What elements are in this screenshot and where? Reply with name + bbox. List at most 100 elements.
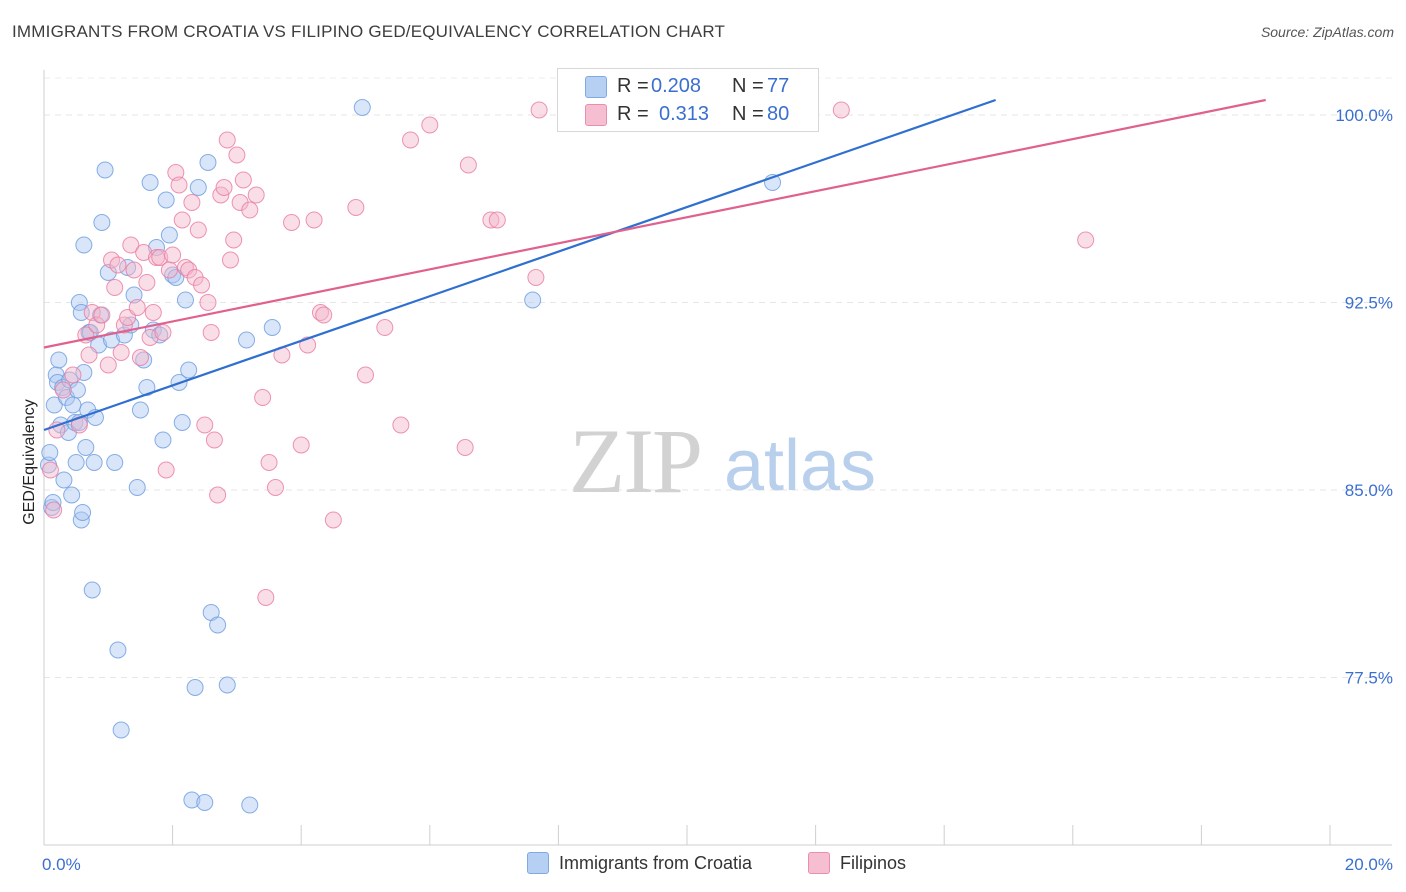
filipinos-point bbox=[205, 431, 223, 449]
croatia-point bbox=[157, 191, 175, 209]
legend-label-croatia: Immigrants from Croatia bbox=[559, 852, 753, 873]
correlation-legend: R = 0.208 N = 77 R = 0.313 N = 80 bbox=[557, 68, 819, 132]
filipinos-point bbox=[45, 501, 63, 519]
filipinos-point bbox=[283, 214, 301, 231]
filipinos-point bbox=[530, 101, 548, 119]
filipinos-point bbox=[80, 346, 98, 364]
filipinos-point bbox=[128, 299, 146, 316]
croatia-point bbox=[196, 794, 214, 811]
y-tick-label: 100.0% bbox=[1335, 106, 1393, 125]
filipinos-point bbox=[199, 294, 217, 311]
filipinos-point bbox=[138, 274, 156, 291]
filipinos-point bbox=[170, 176, 188, 194]
legend-swatch-croatia bbox=[527, 852, 549, 874]
watermark-zip: ZIP bbox=[569, 410, 701, 512]
filipinos-point bbox=[228, 146, 246, 164]
legend-item-filipinos: Filipinos bbox=[808, 852, 906, 874]
y-tick-label: 85.0% bbox=[1345, 481, 1393, 500]
croatia-point bbox=[112, 721, 130, 739]
legend-label-filipinos: Filipinos bbox=[840, 852, 907, 873]
croatia-point bbox=[83, 581, 101, 599]
croatia-point bbox=[199, 154, 217, 171]
legend-swatch-filipinos bbox=[808, 852, 830, 874]
croatia-point bbox=[186, 679, 204, 696]
filipinos-point bbox=[260, 454, 278, 471]
filipinos-point bbox=[459, 156, 477, 174]
filipinos-point bbox=[54, 381, 72, 399]
filipinos-point bbox=[109, 256, 127, 274]
legend-n-value-croatia: 77 bbox=[767, 74, 790, 97]
filipinos-point bbox=[160, 261, 178, 279]
watermark-atlas: atlas bbox=[724, 426, 876, 506]
croatia-point bbox=[96, 161, 114, 179]
filipinos-point bbox=[135, 244, 153, 261]
croatia-point bbox=[64, 396, 82, 414]
filipinos-point bbox=[402, 131, 420, 149]
croatia-point bbox=[148, 239, 166, 256]
croatia-point bbox=[74, 504, 92, 521]
filipinos-point bbox=[209, 486, 227, 504]
filipinos-point bbox=[167, 164, 185, 181]
croatia-point bbox=[241, 796, 259, 814]
croatia-point bbox=[151, 326, 169, 344]
filipinos-point bbox=[196, 416, 214, 434]
croatia-point bbox=[85, 454, 103, 471]
croatia-point bbox=[75, 236, 93, 254]
legend-n-value-filipinos: 80 bbox=[767, 102, 790, 125]
filipinos-point bbox=[154, 324, 172, 341]
filipinos-point bbox=[257, 589, 275, 606]
legend-item-croatia: Immigrants from Croatia bbox=[527, 852, 752, 874]
croatia-point bbox=[154, 431, 172, 449]
croatia-point bbox=[263, 319, 281, 336]
filipinos-point bbox=[189, 221, 207, 239]
legend-n-label: N = bbox=[732, 74, 764, 97]
filipinos-point bbox=[456, 439, 474, 456]
croatia-point bbox=[68, 381, 86, 399]
croatia-point bbox=[209, 616, 227, 634]
croatia-point bbox=[128, 479, 146, 496]
filipinos-point bbox=[832, 101, 850, 119]
filipinos-point bbox=[488, 211, 506, 229]
legend-swatch-filipinos bbox=[585, 104, 607, 126]
filipinos-point bbox=[125, 261, 143, 279]
filipinos-point bbox=[215, 179, 233, 196]
filipinos-point bbox=[151, 249, 169, 266]
croatia-point bbox=[160, 226, 178, 244]
croatia-point bbox=[238, 331, 256, 349]
filipinos-point bbox=[144, 304, 162, 321]
filipinos-point bbox=[527, 269, 545, 286]
chart-title: IMMIGRANTS FROM CROATIA VS FILIPINO GED/… bbox=[12, 22, 726, 41]
y-tick-label: 77.5% bbox=[1345, 669, 1393, 688]
filipinos-point bbox=[157, 461, 175, 479]
filipinos-point bbox=[41, 461, 59, 479]
croatia-point bbox=[109, 641, 127, 659]
croatia-trend-line bbox=[43, 98, 997, 432]
croatia-point bbox=[106, 454, 124, 471]
series-filipinos bbox=[41, 101, 1095, 606]
filipinos-point bbox=[173, 211, 191, 229]
filipinos-point bbox=[88, 316, 106, 334]
croatia-point bbox=[141, 174, 159, 191]
filipinos-point bbox=[141, 329, 159, 346]
gridlines bbox=[44, 77, 1392, 678]
legend-swatch-croatia bbox=[585, 76, 607, 98]
filipinos-point bbox=[183, 194, 201, 211]
croatia-point bbox=[353, 99, 371, 116]
filipinos-point bbox=[164, 246, 182, 264]
croatia-point bbox=[103, 331, 121, 349]
filipinos-point bbox=[83, 304, 101, 321]
filipinos-point bbox=[93, 306, 111, 324]
filipinos-point bbox=[482, 211, 500, 229]
filipinos-point bbox=[254, 389, 272, 406]
filipinos-point bbox=[122, 236, 140, 254]
croatia-point bbox=[50, 351, 68, 369]
croatia-point bbox=[75, 364, 93, 381]
croatia-point bbox=[173, 414, 191, 431]
croatia-point bbox=[63, 486, 81, 504]
filipinos-point bbox=[221, 251, 239, 269]
croatia-point bbox=[138, 379, 156, 396]
croatia-point bbox=[55, 471, 73, 489]
croatia-point bbox=[524, 291, 542, 309]
croatia-point bbox=[135, 351, 153, 369]
